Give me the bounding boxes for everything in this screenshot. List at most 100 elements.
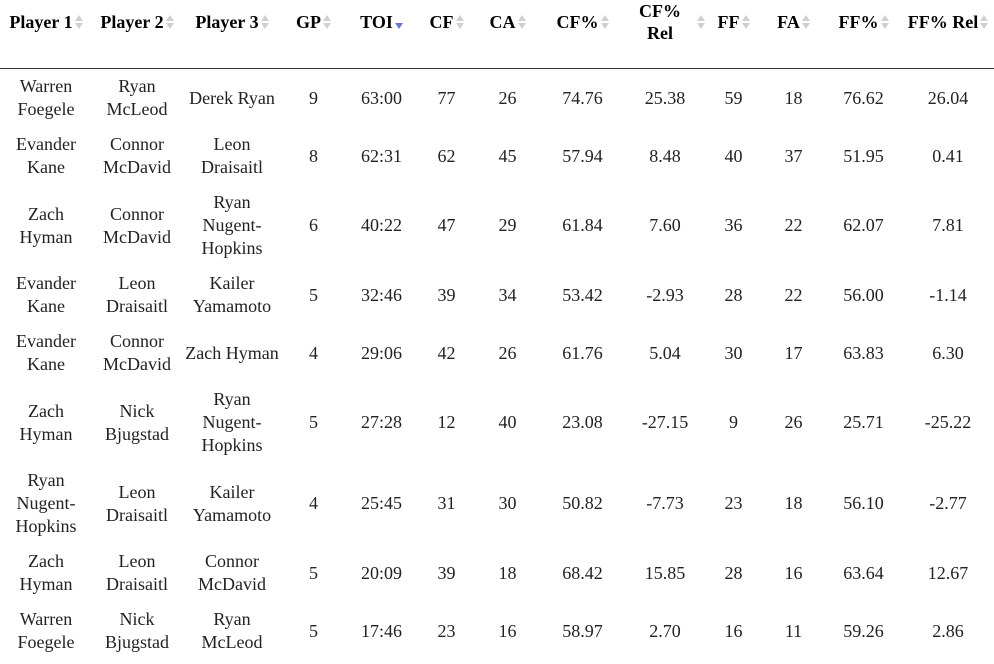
table-cell: -25.22 — [924, 412, 972, 432]
sort-indicator — [600, 13, 609, 31]
header-label: Player 2 — [100, 12, 164, 32]
header-content: CF% Rel — [625, 0, 705, 44]
column-header[interactable]: FA — [762, 0, 825, 69]
table-row: Ryan Nugent-Hopkins Leon Draisaitl Kailer … — [0, 463, 994, 544]
table-cell: 40 — [498, 412, 517, 432]
table-cell: Warren Foegele — [17, 76, 75, 119]
table-cell: 18 — [498, 562, 517, 583]
table-cell: 4 — [309, 342, 318, 363]
table-row: Zach Hyman Connor McDavid Ryan Nugent-Hopk… — [0, 185, 994, 266]
table-cell: 56.10 — [843, 493, 884, 513]
header-content: GP — [282, 0, 345, 44]
sort-up — [74, 15, 83, 21]
table-cell: Ryan Nugent-Hopkins — [15, 470, 77, 536]
column-header[interactable]: CA — [475, 0, 540, 69]
sort-indicator — [323, 13, 331, 31]
table-cell: 45 — [498, 145, 517, 166]
table-cell: 27:28 — [360, 412, 402, 432]
table-cell: 29 — [498, 215, 517, 235]
table-cell: 25:45 — [360, 493, 402, 513]
table-cell: 62 — [437, 145, 456, 166]
header-label: FF — [717, 12, 740, 32]
table-cell: 68.42 — [562, 562, 603, 583]
header-content: FA — [762, 0, 825, 44]
table-cell: 2.86 — [932, 620, 964, 641]
header-label: FA — [777, 12, 800, 32]
table-cell: 53.42 — [562, 284, 603, 305]
table-cell: 29:06 — [360, 342, 402, 363]
table-cell: 16 — [784, 562, 803, 583]
column-header[interactable]: CF — [418, 0, 475, 69]
table-cell: 59 — [724, 87, 743, 108]
table-cell: 37 — [784, 145, 803, 166]
sort-indicator — [801, 13, 810, 31]
table-cell: 28 — [724, 284, 743, 305]
table-cell: 4 — [309, 493, 318, 513]
column-header[interactable]: CF% Rel — [625, 0, 705, 69]
table-cell: 7.60 — [649, 215, 681, 235]
table-cell: 40 — [724, 145, 743, 166]
table-cell: 17 — [784, 342, 803, 363]
table-cell: Leon Draisaitl — [106, 481, 168, 525]
table-cell: 42 — [437, 342, 456, 363]
table-cell: 22 — [784, 284, 803, 305]
table-cell: 30 — [724, 342, 743, 363]
column-header[interactable]: GP — [282, 0, 345, 69]
table-cell: -2.77 — [929, 493, 967, 513]
sort-down — [697, 23, 705, 29]
table-cell: 51.95 — [843, 145, 884, 166]
table-cell: Connor McDavid — [103, 331, 171, 374]
table-cell: 6.30 — [932, 342, 964, 363]
header-content: Player 3 — [182, 0, 282, 44]
table-cell: Zach Hyman — [19, 400, 73, 444]
table-row: Evander Kane Connor McDavid Zach Hyman 4 29:… — [0, 324, 994, 382]
table-cell: 2.70 — [649, 620, 681, 641]
table-cell: 11 — [784, 620, 803, 641]
table-cell: Zach Hyman — [185, 342, 279, 363]
sort-down — [980, 23, 989, 29]
sort-indicator — [980, 13, 989, 31]
table-cell: 9 — [309, 87, 318, 108]
header-content: CA — [475, 0, 540, 44]
sort-up — [741, 15, 750, 21]
table-cell: 26 — [784, 412, 803, 432]
table-cell: 32:46 — [360, 284, 402, 305]
table-cell: Evander Kane — [16, 273, 76, 316]
column-header[interactable]: CF% — [540, 0, 625, 69]
column-header[interactable]: TOI — [345, 0, 418, 69]
table-cell: 9 — [729, 412, 738, 432]
table-cell: 59.26 — [843, 620, 884, 641]
sort-up — [395, 15, 403, 21]
table-cell: Kailer Yamamoto — [192, 273, 272, 316]
table-cell: Evander Kane — [16, 331, 76, 374]
table-cell: 23 — [724, 493, 743, 513]
table-cell: 5 — [309, 562, 318, 583]
column-header[interactable]: FF% — [825, 0, 902, 69]
table-cell: 8 — [309, 145, 318, 166]
header-content: Player 2 — [92, 0, 182, 44]
table-cell: Zach Hyman — [19, 551, 73, 594]
sort-indicator — [880, 13, 889, 31]
header-content: Player 1 — [0, 0, 92, 44]
column-header[interactable]: FF — [705, 0, 762, 69]
header-content: CF — [418, 0, 475, 44]
column-header[interactable]: Player 2 — [92, 0, 182, 69]
sort-up — [697, 15, 705, 21]
table-header: Player 1 Player 2 Player 3 GP TOI CF CA CF% CF% … — [0, 0, 994, 69]
table-cell: 56.00 — [843, 284, 884, 305]
table-cell: 25.38 — [644, 87, 686, 108]
column-header[interactable]: Player 1 — [0, 0, 92, 69]
sort-up — [600, 15, 609, 21]
table-cell: Leon Draisaitl — [106, 551, 168, 594]
table-cell: 12 — [437, 412, 456, 432]
column-header[interactable]: Player 3 — [182, 0, 282, 69]
table-cell: 63.64 — [843, 562, 884, 583]
table-cell: 47 — [437, 215, 456, 235]
sort-down — [455, 23, 464, 29]
table-cell: 63:00 — [360, 87, 402, 108]
column-header[interactable]: FF% Rel — [902, 0, 994, 69]
header-label: Player 1 — [9, 12, 73, 32]
table-cell: 23 — [437, 620, 456, 641]
sort-up — [260, 15, 269, 21]
